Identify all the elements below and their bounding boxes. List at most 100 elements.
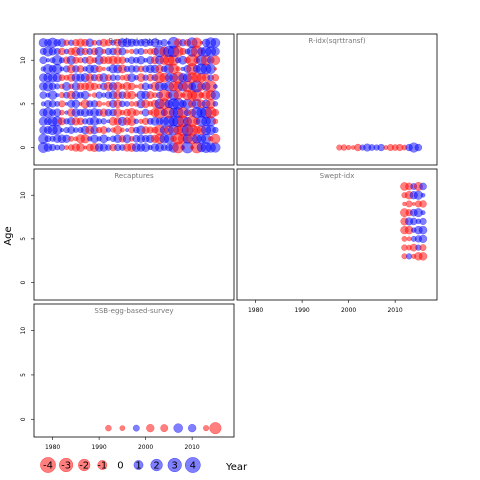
bubble — [346, 144, 352, 151]
bubble — [210, 133, 221, 144]
bubble — [405, 200, 413, 208]
y-tick-label: 10 — [20, 327, 27, 335]
bubble — [128, 101, 135, 107]
bubble — [419, 182, 427, 191]
panel-frame — [33, 168, 235, 301]
panel-title: R-idx(sqrttransf) — [308, 37, 366, 45]
legend-label: 0 — [117, 461, 123, 472]
bubble — [95, 65, 103, 73]
bubble — [80, 90, 90, 100]
bubble — [419, 244, 427, 251]
bubble — [95, 100, 103, 108]
legend-label: -1 — [97, 461, 107, 472]
bubble — [88, 93, 92, 97]
bubble — [419, 200, 427, 208]
bubble — [132, 424, 140, 432]
legend-label: -4 — [43, 461, 53, 472]
bubble — [124, 49, 130, 54]
legend-label: 2 — [153, 461, 159, 472]
panel-1: R-idx(sqrttransf) — [236, 33, 438, 166]
legend-bubble — [150, 458, 163, 472]
y-tick-label: 10 — [20, 191, 27, 199]
bubble — [68, 135, 75, 142]
bubble — [58, 100, 66, 108]
bubble — [127, 82, 136, 91]
bubble — [173, 423, 183, 433]
bubble — [134, 84, 139, 89]
y-tick-label: 5 — [20, 102, 27, 106]
y-tick-label: 10 — [20, 56, 27, 64]
legend-label: 1 — [135, 461, 141, 472]
bubble — [212, 118, 219, 125]
y-tick-label: 0 — [20, 417, 27, 421]
legend-label: 3 — [172, 461, 178, 472]
bubble — [418, 225, 428, 235]
panel-2: Recaptures 0 5 10 — [20, 168, 235, 301]
bubble — [420, 192, 426, 198]
bubble — [119, 425, 126, 431]
x-tick-label: 2010 — [184, 444, 199, 451]
bubble — [406, 253, 413, 260]
bubble — [160, 424, 169, 433]
bubble — [102, 102, 106, 106]
panel-4: SSB-egg-based-survey 0 5 10 1980 1990 2000 2010 — [20, 303, 235, 451]
bubble — [105, 424, 112, 432]
panel-frame — [33, 303, 235, 438]
y-tick-label: 5 — [20, 373, 27, 377]
bubble — [210, 90, 221, 100]
bubble — [188, 424, 197, 433]
bubble — [211, 73, 220, 82]
bubble — [203, 425, 210, 432]
bubble — [114, 74, 121, 81]
bubble — [211, 108, 220, 117]
panel-3: Swept-idx 1980 1990 2000 2010 — [236, 168, 438, 314]
bubble — [401, 235, 408, 242]
panel-frame — [33, 33, 235, 166]
legend-bubble — [40, 457, 56, 473]
legend-bubble — [167, 457, 182, 473]
bubble — [420, 210, 426, 216]
bubble — [175, 66, 181, 72]
y-axis-label: Age — [3, 226, 14, 245]
x-tick-label: 2000 — [138, 444, 153, 451]
x-axis-label: Year — [225, 462, 248, 473]
bubble — [419, 217, 427, 225]
y-tick-label: 5 — [20, 237, 27, 241]
bubble — [59, 128, 64, 133]
panel-title: Swept-idx — [320, 172, 355, 180]
bubble — [133, 118, 139, 124]
bubble — [58, 144, 66, 151]
bubble — [211, 47, 220, 56]
bubble — [213, 67, 218, 71]
bubble — [119, 127, 125, 133]
bubble — [210, 142, 221, 153]
bubble — [209, 422, 222, 435]
panel-title: Recaptures — [114, 172, 154, 180]
x-tick-label: 1990 — [294, 307, 309, 314]
bubble — [210, 55, 221, 65]
legend-label: -3 — [61, 461, 71, 472]
bubble — [212, 126, 219, 134]
bubble — [101, 66, 106, 72]
legend: -4 -3 -2 -1 0 1 2 3 4 — [40, 457, 201, 473]
legend-bubble — [97, 460, 108, 470]
bubble — [133, 109, 140, 116]
bubble — [418, 234, 428, 243]
legend-label: 4 — [190, 461, 196, 472]
bubble — [160, 39, 168, 47]
legend-label: -2 — [79, 461, 89, 472]
bubble — [106, 136, 111, 141]
legend-bubble — [133, 460, 144, 470]
bubble — [125, 128, 129, 132]
bubble — [414, 143, 423, 152]
x-tick-label: 2010 — [387, 307, 402, 314]
x-tick-label: 1980 — [45, 444, 60, 451]
x-tick-label: 1990 — [91, 444, 106, 451]
y-tick-label: 0 — [20, 280, 27, 284]
panel-frame — [236, 168, 438, 301]
bubble — [105, 127, 111, 133]
x-tick-label: 1980 — [248, 307, 263, 314]
bubble — [100, 118, 107, 125]
bubble — [210, 37, 221, 48]
